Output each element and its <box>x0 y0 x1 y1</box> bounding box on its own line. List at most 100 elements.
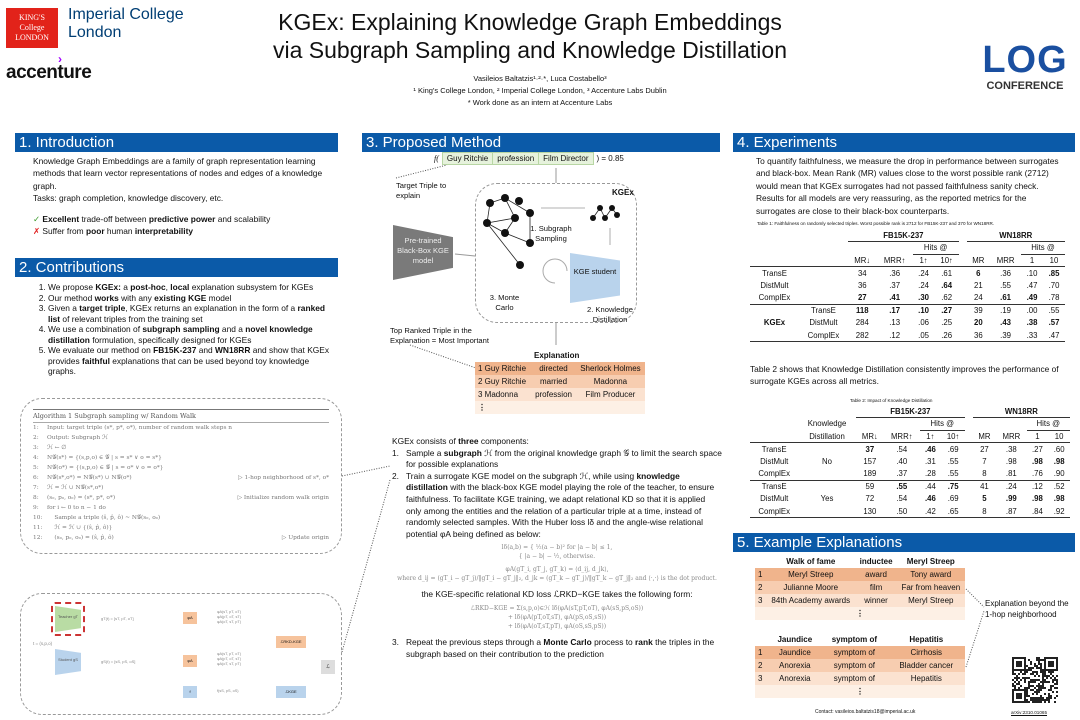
algorithm-line: 10: Sample a triple (ŝ, p̂, ô) ~ N𝒢(sₒ, … <box>33 513 329 523</box>
line-number: 7: <box>33 485 39 491</box>
cell: Far from heaven <box>901 583 961 592</box>
value-cell: 284 <box>855 318 869 328</box>
table-row: DistMult Yes 72 .54 .46 .69 5 .99 .98 .98 <box>750 493 1070 506</box>
column-header-row: MR↓ MRR↑ 1↑ 10↑ MR MRR 1 10 <box>750 254 1065 267</box>
line-code: Sample a triple (ŝ, p̂, ô) ~ N𝒢(sₒ, oₒ) <box>47 515 161 521</box>
value-cell: .90 <box>1053 469 1065 478</box>
spacer <box>965 493 973 506</box>
text-segment: Our method <box>48 292 95 303</box>
value-cell: .05 <box>918 330 930 340</box>
accenture-chevron-icon: › <box>58 52 62 66</box>
dataset-row: FB15K-237 WN18RR <box>750 405 1070 418</box>
value-cell: 21 <box>973 280 983 290</box>
header-cell: Jaundice <box>777 635 813 644</box>
hits-row: Knowledge Hits @ Hits @ <box>750 417 1070 431</box>
cell: Tony award <box>910 570 952 579</box>
qr-code[interactable] <box>1012 657 1058 703</box>
method-heading: 3. Proposed Method <box>362 133 720 152</box>
value-cell: .10 <box>1026 268 1038 278</box>
spacer <box>965 455 973 468</box>
cell: profession <box>535 390 572 399</box>
log-logo: LOG CONFERENCE <box>982 39 1068 92</box>
text-segment: explanations that can be used beyond toy… <box>48 355 310 377</box>
contributions-heading: 2. Contributions <box>15 258 338 277</box>
value-cell: 282 <box>855 330 869 340</box>
arxiv-link[interactable]: arXiv:2310.01065 <box>1011 710 1048 715</box>
text-segment: , <box>165 282 171 292</box>
teacher-output: gT(t) = [sT, pT, oT] <box>101 616 134 621</box>
column-header: 10↑ <box>940 255 953 265</box>
text-segment: ℋ from the original knowledge graph 𝒢 to… <box>406 447 722 470</box>
title-line-2: via Subgraph Sampling and Knowledge Dist… <box>273 37 787 63</box>
model-name: DistMult <box>809 318 838 328</box>
value-cell: .38 <box>1005 444 1017 454</box>
text-segment: existing KGE <box>154 292 207 303</box>
step3-label: 3. Monte Carlo <box>489 293 520 312</box>
table-row: 2 Julianne Moore film Far from heaven <box>755 581 965 594</box>
kd-flag <box>798 468 855 481</box>
value-cell: .98 <box>1053 494 1065 504</box>
text-segment: trade-off between <box>79 213 149 224</box>
cell <box>750 254 799 267</box>
value-cell: .81 <box>1005 469 1017 478</box>
value-cell: .24 <box>1005 482 1017 491</box>
dataset-header: FB15K-237 <box>855 405 966 418</box>
cell <box>856 418 920 431</box>
value-cell: .24 <box>918 268 930 278</box>
score-fn: f <box>183 686 197 698</box>
algorithm-line: 4: N𝒢(s*) = {(s,p,o) ∈ 𝒢 | s = s* ∨ o = s… <box>33 453 329 463</box>
column-header: 1 <box>1029 255 1035 265</box>
header-cell: Hepatitis <box>909 635 944 644</box>
value-cell: .70 <box>1048 280 1060 290</box>
value-cell: .30 <box>918 293 930 302</box>
model-name: ComplEx <box>807 330 840 340</box>
cell: 1 <box>758 648 763 657</box>
column-header: 1↑ <box>926 431 935 441</box>
text-segment: with the black-box KGE model playing the… <box>406 482 715 539</box>
model-name: TransE <box>762 268 787 278</box>
text-segment: local <box>170 282 190 292</box>
model-name: ComplEx <box>758 469 790 478</box>
column-header: 10↑ <box>946 431 960 441</box>
value-cell: .78 <box>1048 293 1060 302</box>
student-score: f(sS, pS, oS) <box>217 689 239 693</box>
line-code: ℋ = ℋ ∪ N𝒢(s*,o*) <box>47 485 104 491</box>
cell: Anorexia <box>779 674 811 683</box>
value-cell: 39 <box>973 306 983 315</box>
cell: Bladder cancer <box>899 661 954 670</box>
text-segment: Train a surrogate KGE model on the subgr… <box>406 470 637 481</box>
header-row: Walk of fame inductee Meryl Streep <box>755 555 965 568</box>
triple-head: Guy Ritchie <box>443 153 494 164</box>
table-row: 3 Anorexia symptom of Hepatitis <box>755 672 965 685</box>
target-triple-function: f( Guy Ritchie profession Film Director … <box>434 152 624 165</box>
hits-header: Hits @ <box>1026 417 1070 431</box>
value-cell: .64 <box>941 280 953 290</box>
column-header: MR↓ <box>854 255 871 265</box>
kd-impact-table: FB15K-237 WN18RR Knowledge Hits @ Hits @ Dist… <box>750 405 1070 518</box>
text-segment: three <box>458 436 479 446</box>
value-cell: .85 <box>1048 268 1060 278</box>
intro-tasks: Tasks: graph completion, knowledge disco… <box>33 193 224 204</box>
text-segment: WN18RR <box>215 345 251 355</box>
algorithm-line: 8: (sₒ, pₒ, oₒ) = (s*, p*, o*) ▷ Initializ… <box>33 493 329 503</box>
kd-loss-text: the KGE-specific relational KD loss ℒRKD… <box>421 589 693 600</box>
group-label <box>750 304 799 317</box>
cell: 1 <box>758 570 763 579</box>
cell: Jaundice <box>778 648 811 657</box>
line-number: 2: <box>33 435 39 441</box>
components-intro: KGEx consists of three components: <box>392 436 722 448</box>
value-cell: .98 <box>1005 456 1017 466</box>
value-cell: .84 <box>1032 506 1043 516</box>
value-cell: .37 <box>889 280 901 290</box>
cell <box>750 418 798 431</box>
cell <box>750 242 799 255</box>
text-segment: Given a <box>48 303 80 313</box>
phi-student-lines: φA(sT, pT, oT) φA(pT, oT, sT) φA(oT, sT, p… <box>217 652 241 666</box>
kd-flag <box>798 443 855 456</box>
spacer <box>959 329 967 342</box>
cell: Meryl Streep <box>788 570 834 579</box>
cell: award <box>865 570 887 579</box>
table-row: KGEx DistMult 284 .13 .06 .25 20 .43 .38 .57 <box>750 317 1065 330</box>
cycle-arrow-icon <box>542 258 568 284</box>
value-cell: .41 <box>889 293 901 302</box>
